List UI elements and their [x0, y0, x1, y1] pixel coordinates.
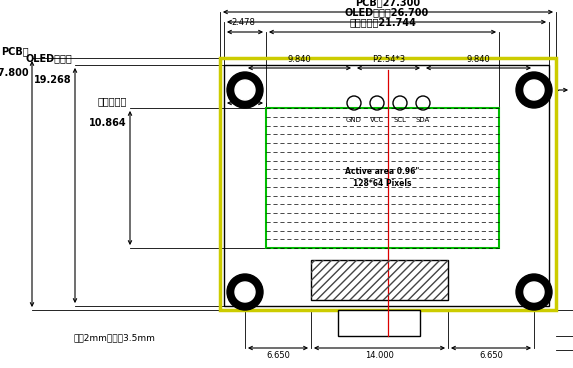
Text: 2.100: 2.100 — [233, 90, 257, 99]
Circle shape — [524, 282, 544, 302]
Text: 128*64 Pixels: 128*64 Pixels — [353, 180, 412, 188]
Bar — [266, 108, 499, 248]
Text: GND: GND — [346, 117, 362, 123]
Text: SCL: SCL — [394, 117, 406, 123]
Text: 6.650: 6.650 — [266, 351, 290, 360]
Bar — [224, 65, 549, 306]
Circle shape — [235, 80, 255, 100]
Text: 9.840: 9.840 — [466, 55, 490, 64]
Text: 19.268: 19.268 — [34, 75, 72, 85]
Text: 9.840: 9.840 — [288, 55, 311, 64]
Text: Active area 0.96": Active area 0.96" — [346, 167, 419, 177]
Circle shape — [524, 80, 544, 100]
Text: 2.478: 2.478 — [231, 18, 255, 27]
Circle shape — [235, 282, 255, 302]
Text: 10.864: 10.864 — [89, 118, 127, 128]
Text: 显示区域宽: 显示区域宽 — [97, 96, 127, 106]
Text: 显示区域长21.744: 显示区域长21.744 — [349, 17, 416, 27]
Circle shape — [516, 72, 552, 108]
Text: 内径2mm，外径3.5mm: 内径2mm，外径3.5mm — [73, 333, 155, 343]
Text: VCC: VCC — [370, 117, 384, 123]
Text: 14.000: 14.000 — [365, 351, 394, 360]
Text: 6.650: 6.650 — [479, 351, 503, 360]
Bar — [311, 260, 448, 300]
Text: OLED玻璃宽: OLED玻璃宽 — [25, 53, 72, 63]
Text: P2.54*3: P2.54*3 — [372, 55, 405, 64]
Text: 27.800: 27.800 — [0, 68, 29, 78]
Circle shape — [227, 274, 263, 310]
Circle shape — [227, 72, 263, 108]
Text: OLED玻璃长26.700: OLED玻璃长26.700 — [344, 7, 429, 17]
Text: SDA: SDA — [416, 117, 430, 123]
Circle shape — [516, 274, 552, 310]
Bar — [311, 260, 448, 300]
Bar — [220, 58, 556, 310]
Text: PCB长27.300: PCB长27.300 — [355, 0, 421, 7]
Text: PCB宽: PCB宽 — [1, 46, 29, 56]
Bar — [338, 310, 420, 336]
